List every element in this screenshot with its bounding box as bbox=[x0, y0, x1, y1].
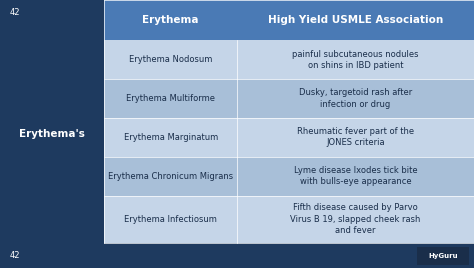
FancyBboxPatch shape bbox=[104, 0, 237, 40]
Text: painful subcutaneous nodules
on shins in IBD patient: painful subcutaneous nodules on shins in… bbox=[292, 50, 419, 70]
Text: Dusky, targetoid rash after
infection or drug: Dusky, targetoid rash after infection or… bbox=[299, 88, 412, 109]
FancyBboxPatch shape bbox=[237, 79, 474, 118]
Text: Erythema's: Erythema's bbox=[19, 129, 85, 139]
Text: Erythema Nodosum: Erythema Nodosum bbox=[129, 55, 212, 64]
FancyBboxPatch shape bbox=[104, 196, 237, 243]
FancyBboxPatch shape bbox=[104, 118, 237, 157]
FancyBboxPatch shape bbox=[237, 0, 474, 40]
FancyBboxPatch shape bbox=[237, 118, 474, 157]
Text: Erythema Multiforme: Erythema Multiforme bbox=[126, 94, 215, 103]
Text: Erythema Infectiosum: Erythema Infectiosum bbox=[124, 215, 217, 224]
FancyBboxPatch shape bbox=[104, 40, 237, 79]
Text: Lyme disease Ixodes tick bite
with bulls-eye appearance: Lyme disease Ixodes tick bite with bulls… bbox=[294, 166, 417, 186]
FancyBboxPatch shape bbox=[237, 157, 474, 196]
Text: High Yield USMLE Association: High Yield USMLE Association bbox=[268, 15, 443, 25]
FancyBboxPatch shape bbox=[104, 157, 237, 196]
FancyBboxPatch shape bbox=[237, 196, 474, 243]
Text: Erythema Marginatum: Erythema Marginatum bbox=[124, 133, 218, 142]
Text: Erythema Chronicum Migrans: Erythema Chronicum Migrans bbox=[108, 172, 233, 181]
Text: HyGuru: HyGuru bbox=[428, 253, 458, 259]
FancyBboxPatch shape bbox=[104, 79, 237, 118]
FancyBboxPatch shape bbox=[237, 40, 474, 79]
Text: Erythema: Erythema bbox=[142, 15, 199, 25]
FancyBboxPatch shape bbox=[417, 247, 469, 265]
Text: Fifth disease caused by Parvo
Virus B 19, slapped cheek rash
and fever: Fifth disease caused by Parvo Virus B 19… bbox=[290, 203, 421, 235]
Text: 42: 42 bbox=[9, 251, 20, 260]
Text: Rheumatic fever part of the
JONES criteria: Rheumatic fever part of the JONES criter… bbox=[297, 127, 414, 147]
Text: 42: 42 bbox=[9, 8, 20, 17]
